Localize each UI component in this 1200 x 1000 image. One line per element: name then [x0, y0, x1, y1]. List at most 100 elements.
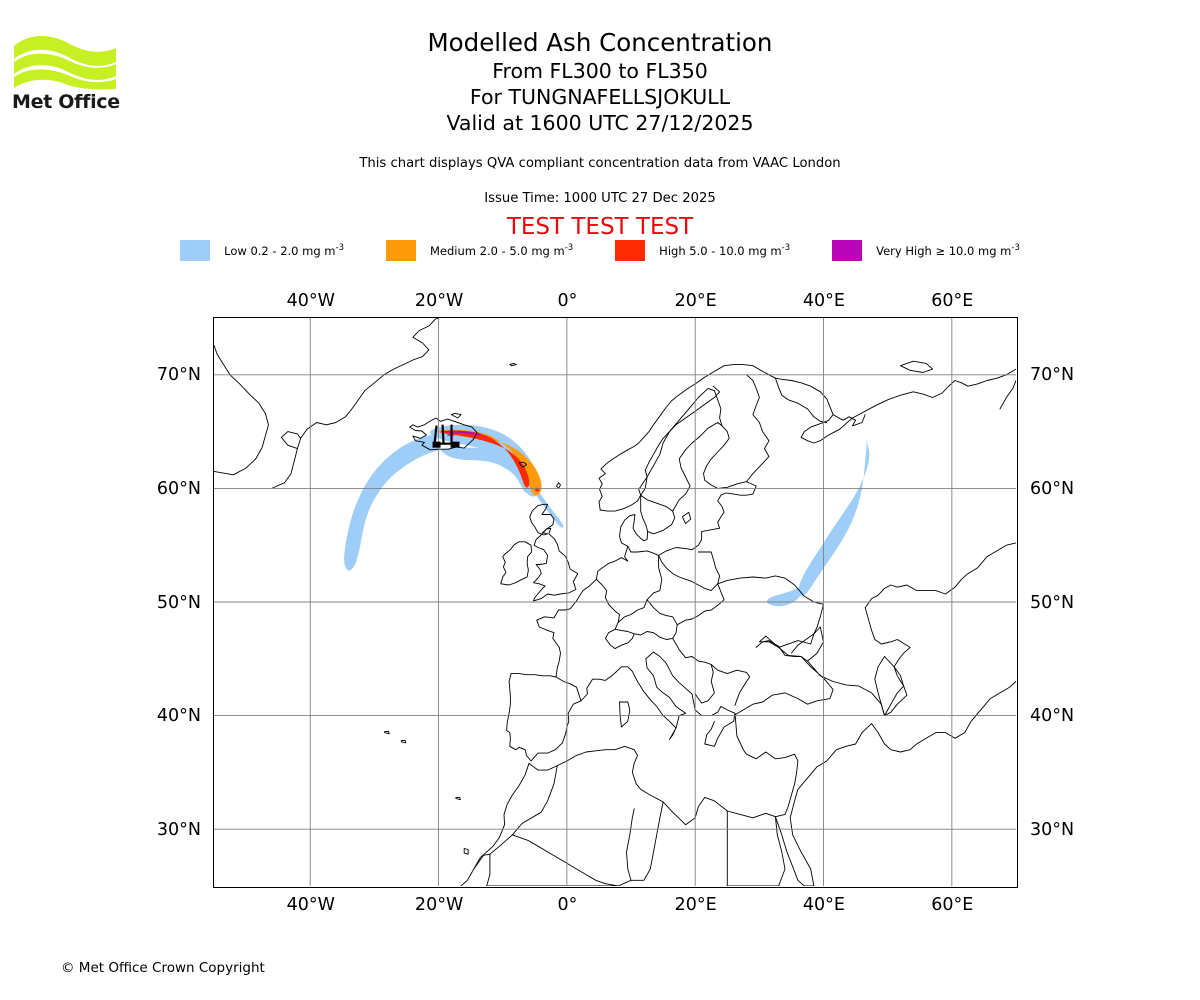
- coastline-norway-west: [598, 364, 1016, 511]
- coastline-romania: [710, 664, 751, 706]
- copyright-text: © Met Office Crown Copyright: [61, 960, 265, 976]
- coastline-germany-austria-cz: [617, 554, 663, 623]
- coastline-redsea-arabia: [774, 681, 1016, 886]
- coastline-france-north: [536, 545, 629, 648]
- x-tick-top-20: 20°E: [674, 291, 717, 311]
- coastline-canaries-madeira: [463, 848, 469, 855]
- logo-text: Met Office: [12, 91, 120, 113]
- coastline-madeira: [455, 796, 461, 801]
- concentration-legend: Low 0.2 - 2.0 mg m-3 Medium 2.0 - 5.0 mg …: [0, 240, 1200, 261]
- coastline-egypt-sudan: [726, 810, 786, 886]
- legend-item-low: Low 0.2 - 2.0 mg m-3: [180, 240, 344, 261]
- x-tick-bottom--40: 40°W: [286, 895, 335, 915]
- title-flight-levels: From FL300 to FL350: [492, 59, 708, 83]
- ash-concentration-layer: [344, 424, 870, 607]
- coastline-france-inner: [555, 676, 582, 702]
- coastline-caspian-inner: [874, 656, 905, 717]
- coastline-ukraine-russia-border: [717, 575, 824, 635]
- legend-label-3: Very High ≥ 10.0 mg m-3: [876, 243, 1020, 258]
- coastline-scandinavia-south: [599, 385, 721, 512]
- coastline-russia-north-coast: [832, 414, 866, 427]
- coastline-sahara-vert: [486, 853, 491, 886]
- coastline-switz: [604, 628, 635, 650]
- coastline-greenland-bay: [280, 431, 302, 450]
- legend-label-2: High 5.0 - 10.0 mg m-3: [659, 243, 791, 258]
- x-tick-top--40: 40°W: [286, 291, 335, 311]
- coastline-finland-border: [713, 390, 723, 427]
- coastline-sweden-baltic: [619, 422, 757, 556]
- met-office-wave-logo-icon: [14, 36, 116, 90]
- y-tick-right-50: 50°N: [1030, 592, 1075, 613]
- x-tick-top-0: 0°: [557, 291, 578, 311]
- issue-time-text: Issue Time: 1000 UTC 27 Dec 2025: [484, 191, 716, 206]
- legend-item-medium: Medium 2.0 - 5.0 mg m-3: [385, 240, 574, 261]
- x-tick-top-60: 60°E: [931, 291, 974, 311]
- graticule-layer: [214, 318, 1016, 886]
- coastline-greenland-interior: [214, 344, 269, 476]
- coastline-faroe: [518, 461, 527, 468]
- coastline-sweden-east: [640, 494, 676, 535]
- coastline-balkans-inner: [672, 637, 715, 704]
- coastline-greenland-east: [271, 318, 440, 489]
- met-office-logo: Met Office: [12, 28, 122, 113]
- title-valid-time: Valid at 1600 UTC 27/12/2025: [446, 111, 754, 135]
- coastline-central-europe-1: [595, 551, 725, 640]
- legend-swatch-3: [832, 240, 863, 261]
- coastline-uk-shetland-orkney: [556, 482, 561, 489]
- qva-compliance-note: This chart displays QVA compliant concen…: [359, 156, 841, 171]
- map-container[interactable]: 40°W 40°W 20°W 20°W 0° 0° 20°E 20°E 40°E 40°E 60°E…: [157, 291, 1074, 915]
- page-title: Modelled Ash Concentration: [427, 28, 773, 57]
- coastline-azores: [400, 740, 407, 744]
- coastline-norway-sweden-border: [640, 387, 715, 496]
- y-tick-right-60: 60°N: [1030, 478, 1075, 499]
- coastline-russia-far: [999, 380, 1016, 410]
- legend-label-1: Medium 2.0 - 5.0 mg m-3: [429, 243, 574, 258]
- coastline-finland-russia: [746, 374, 770, 483]
- legend-item-very-high: Very High ≥ 10.0 mg m-3: [832, 240, 1020, 261]
- coastline-uk-britain: [529, 503, 579, 602]
- legend-item-high: High 5.0 - 10.0 mg m-3: [615, 240, 790, 261]
- coastline-italy: [615, 651, 736, 747]
- x-tick-top-40: 40°E: [802, 291, 845, 311]
- y-tick-right-40: 40°N: [1030, 706, 1075, 727]
- y-tick-right-70: 70°N: [1030, 365, 1075, 386]
- map-frame: [213, 317, 1018, 888]
- y-tick-right-30: 30°N: [1030, 819, 1075, 840]
- coastline-libya-chad: [626, 801, 664, 881]
- ash-low-eastern-arc: [798, 431, 870, 597]
- coastline-france-iberia: [506, 646, 617, 762]
- legend-swatch-0: [180, 240, 211, 261]
- coastline-iceland-2: [450, 412, 462, 419]
- legend-swatch-1: [385, 240, 416, 261]
- x-tick-bottom-0: 0°: [557, 895, 578, 915]
- coastline-baltic-islands: [681, 511, 692, 525]
- ash-low-southwest-arc: [344, 432, 533, 571]
- y-tick-left-60: 60°N: [156, 478, 201, 499]
- x-tick-bottom-60: 60°E: [931, 895, 974, 915]
- coastline-azov: [790, 633, 815, 654]
- coastline-cz-border: [646, 599, 678, 626]
- legend-swatch-2: [615, 240, 646, 261]
- coastline-greece-med-africa: [528, 712, 799, 826]
- x-tick-bottom-40: 40°E: [802, 895, 845, 915]
- x-tick-top--20: 20°W: [414, 291, 464, 311]
- y-tick-left-50: 50°N: [156, 592, 201, 613]
- coastline-poland-belarus: [658, 554, 719, 592]
- volcano-marker-block-left: [432, 441, 441, 448]
- volcano-source-marker: [432, 424, 460, 448]
- test-banner: TEST TEST TEST: [506, 214, 694, 240]
- title-volcano-name: For TUNGNAFELLSJOKULL: [469, 85, 731, 109]
- volcano-marker-strokes: [433, 424, 459, 445]
- ash-low-north-sea-tail: [535, 489, 564, 528]
- map-plot: [214, 318, 1016, 886]
- coastline-ireland: [500, 541, 533, 586]
- coastline-kola-white-sea: [774, 377, 828, 423]
- coastline-black-sea-north: [755, 640, 808, 662]
- y-tick-left-30: 30°N: [156, 819, 201, 840]
- coastline-morocco-coast: [473, 762, 530, 870]
- coastline-sahara-border: [511, 834, 632, 886]
- coastline-novaya: [900, 360, 934, 373]
- coastline-layer: [214, 318, 1016, 886]
- coastline-turkey-blacksea: [733, 542, 1016, 717]
- coastline-azores2: [384, 731, 390, 735]
